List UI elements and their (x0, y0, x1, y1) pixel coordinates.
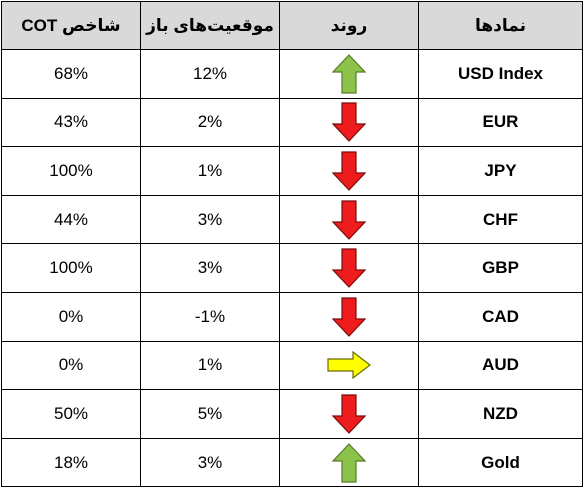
table-row: 43% 2% EUR (1, 97, 583, 148)
red-down-arrow-icon (280, 199, 418, 240)
header-positions: موقعیت‌های باز (140, 1, 280, 50)
cot-cell: 0% (1, 291, 141, 342)
symbol-cell: USD Index (418, 49, 583, 99)
symbol-cell: NZD (418, 389, 583, 439)
positions-cell: 1% (140, 340, 280, 391)
cot-cell: 68% (1, 49, 141, 99)
table-row: 100% 1% JPY (1, 146, 583, 196)
cot-cell: 100% (1, 146, 141, 196)
symbol-cell: AUD (418, 340, 583, 391)
positions-cell: -1% (140, 291, 280, 342)
positions-cell: 3% (140, 194, 280, 245)
yellow-right-arrow-icon (280, 351, 418, 380)
positions-cell: 1% (140, 146, 280, 196)
red-down-arrow-icon (280, 394, 418, 434)
table-row: 18% 3% Gold (1, 437, 583, 488)
red-down-arrow-icon (280, 151, 418, 191)
trend-cell (279, 291, 419, 342)
trend-cell (279, 389, 419, 439)
trend-cell (279, 49, 419, 99)
symbol-cell: CAD (418, 291, 583, 342)
table-row: 50% 5% NZD (1, 389, 583, 439)
cot-cell: 18% (1, 437, 141, 488)
table-row: 100% 3% GBP (1, 243, 583, 293)
header-row: شاخص COT موقعیت‌های باز روند نمادها (1, 1, 583, 50)
trend-cell (279, 437, 419, 488)
trend-cell (279, 194, 419, 245)
trend-cell (279, 243, 419, 293)
positions-cell: 2% (140, 97, 280, 148)
table-row: 44% 3% CHF (1, 194, 583, 245)
positions-cell: 12% (140, 49, 280, 99)
positions-cell: 3% (140, 437, 280, 488)
cot-cell: 100% (1, 243, 141, 293)
cot-cell: 0% (1, 340, 141, 391)
cot-cell: 44% (1, 194, 141, 245)
red-down-arrow-icon (280, 297, 418, 337)
table-row: 68% 12% USD Index (1, 49, 583, 99)
positions-cell: 3% (140, 243, 280, 293)
cot-cell: 43% (1, 97, 141, 148)
table-row: 0% -1% CAD (1, 291, 583, 342)
symbol-cell: Gold (418, 437, 583, 488)
red-down-arrow-icon (280, 102, 418, 143)
symbol-cell: EUR (418, 97, 583, 148)
cot-cell: 50% (1, 389, 141, 439)
green-up-arrow-icon (280, 53, 418, 94)
header-trend: روند (279, 1, 419, 50)
trend-cell (279, 340, 419, 391)
header-cot: شاخص COT (1, 1, 141, 50)
red-down-arrow-icon (280, 248, 418, 289)
symbol-cell: CHF (418, 194, 583, 245)
positions-cell: 5% (140, 389, 280, 439)
green-up-arrow-icon (280, 442, 418, 483)
trend-cell (279, 97, 419, 148)
symbol-cell: GBP (418, 243, 583, 293)
table-row: 0% 1% AUD (1, 340, 583, 391)
trend-cell (279, 146, 419, 196)
symbol-cell: JPY (418, 146, 583, 196)
header-symbols: نمادها (418, 1, 583, 50)
